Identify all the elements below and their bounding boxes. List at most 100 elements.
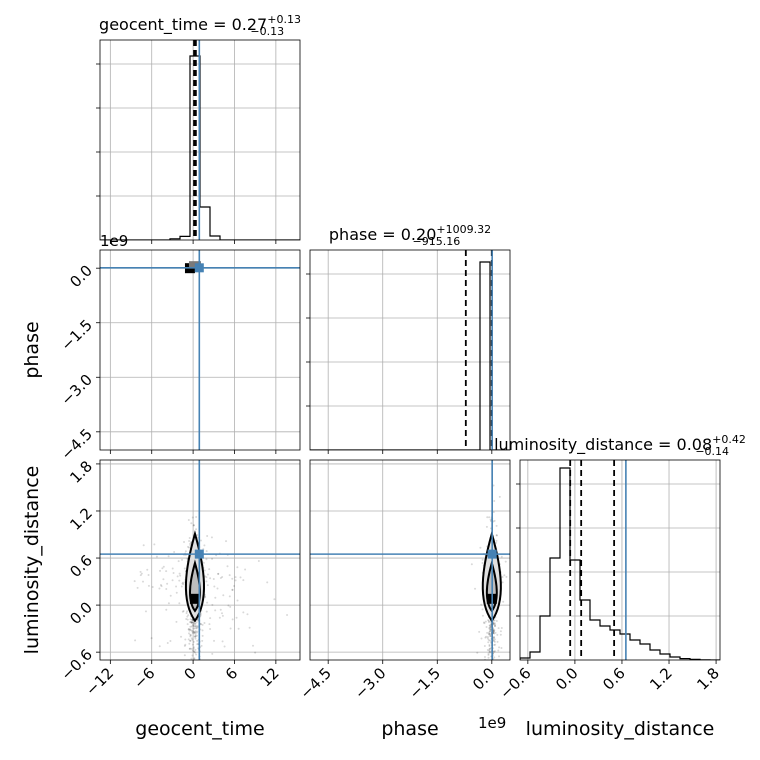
sample-point	[187, 638, 190, 641]
sample-point	[192, 630, 195, 633]
sample-point	[489, 639, 492, 642]
sample-point	[183, 644, 186, 647]
sample-point	[481, 608, 484, 611]
sample-point	[161, 567, 164, 570]
sample-point	[493, 636, 496, 639]
panel-background	[310, 250, 510, 450]
offset-label-phase-y: 1e9	[100, 232, 128, 250]
sample-point	[190, 647, 193, 650]
sample-point	[205, 580, 208, 583]
sample-point	[495, 534, 498, 537]
sample-point	[192, 631, 195, 634]
panel-luminosity_distance-vs-luminosity_distance: luminosity_distance = 0.08+0.42 −0.14 −0.6…	[494, 433, 746, 703]
x-tick-label: 0.0	[552, 664, 582, 694]
sample-point	[195, 626, 198, 629]
sample-point	[488, 651, 491, 654]
sample-point	[195, 634, 198, 637]
sample-point	[191, 631, 194, 634]
sample-point	[186, 618, 189, 621]
sample-point	[487, 652, 490, 655]
sample-point	[188, 647, 191, 650]
sample-point	[192, 625, 195, 628]
sample-point	[193, 630, 196, 633]
sample-point	[192, 640, 195, 643]
panel-content	[100, 40, 300, 240]
sample-point	[176, 575, 179, 578]
sample-point	[158, 587, 161, 590]
sample-point	[196, 671, 198, 673]
panel-frame	[99, 249, 301, 451]
sample-point	[489, 624, 492, 627]
sample-point	[182, 581, 185, 584]
sample-point	[239, 576, 242, 579]
sample-point	[498, 646, 501, 649]
sample-point	[227, 604, 230, 607]
sample-point	[199, 623, 202, 626]
sample-point	[493, 629, 496, 632]
sample-point	[191, 618, 194, 621]
sample-point	[481, 558, 484, 561]
sample-point	[505, 575, 508, 578]
sample-point	[503, 574, 506, 577]
sample-point	[191, 643, 194, 646]
sample-point	[218, 616, 221, 619]
sample-point	[487, 621, 490, 624]
sample-point	[214, 609, 217, 612]
x-tick-label: −1.5	[406, 664, 444, 702]
sample-point	[489, 630, 492, 633]
sample-point	[189, 620, 192, 623]
sample-point	[245, 681, 247, 683]
sample-point	[187, 683, 189, 685]
sample-point	[201, 639, 204, 642]
histogram-luminosity_distance	[520, 467, 720, 660]
sample-point	[489, 626, 492, 629]
sample-point	[184, 638, 187, 641]
sample-point	[486, 631, 489, 634]
sample-point	[183, 654, 186, 657]
sample-point	[231, 618, 234, 621]
sample-point	[183, 567, 186, 570]
sample-point	[205, 558, 208, 561]
sample-point	[196, 643, 199, 646]
sample-point	[192, 627, 195, 630]
sample-point	[483, 644, 486, 647]
sample-point	[192, 524, 195, 527]
sample-point	[229, 627, 232, 630]
sample-point	[502, 678, 504, 680]
sample-point	[166, 582, 169, 585]
sample-point	[254, 651, 257, 654]
sample-point	[195, 653, 198, 656]
sample-point	[178, 579, 181, 582]
sample-point	[189, 621, 192, 624]
sample-point	[171, 579, 174, 582]
sample-point	[195, 528, 198, 531]
sample-point	[194, 635, 197, 638]
sample-point	[488, 632, 491, 635]
sample-point	[226, 699, 228, 701]
sample-point	[485, 626, 488, 629]
sample-point	[192, 623, 195, 626]
sample-point	[225, 540, 228, 543]
sample-point	[193, 622, 196, 625]
sample-point	[212, 578, 215, 581]
sample-point	[488, 649, 491, 652]
sample-point	[162, 565, 165, 568]
sample-point	[486, 649, 489, 652]
sample-point	[219, 577, 222, 580]
sample-point	[165, 608, 168, 611]
sample-point	[162, 578, 165, 581]
sample-point	[175, 585, 178, 588]
sample-point	[487, 620, 490, 623]
y-tick-label: 0.0	[66, 261, 96, 291]
sample-point	[487, 639, 490, 642]
sample-point	[494, 664, 496, 666]
histogram-phase	[310, 261, 510, 450]
sample-point	[493, 500, 496, 503]
y-tick-label: −1.5	[58, 316, 96, 354]
sample-point	[492, 629, 495, 632]
sample-point	[273, 598, 276, 601]
sample-point	[489, 518, 492, 521]
sample-point	[495, 541, 498, 544]
sample-point	[493, 650, 496, 653]
sample-point	[188, 539, 191, 542]
